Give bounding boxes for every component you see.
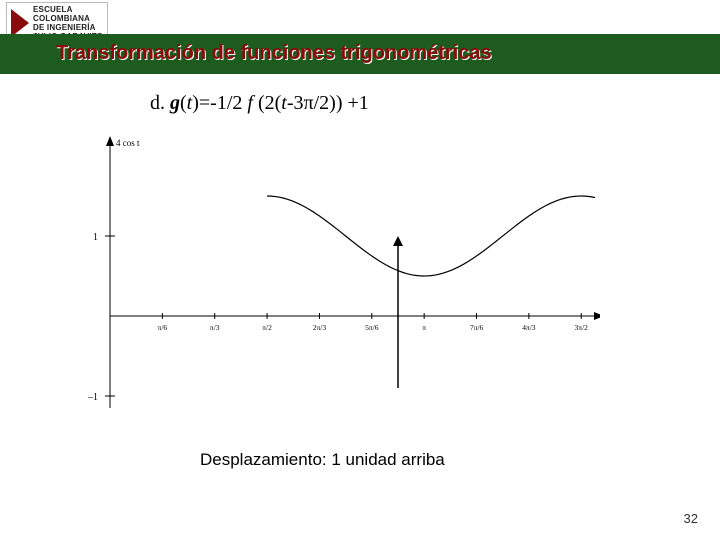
logo-mark-icon: [11, 9, 29, 37]
eq-mid: )=-1/2: [192, 92, 247, 114]
page-number: 32: [684, 511, 698, 526]
svg-text:5π/6: 5π/6: [365, 323, 379, 332]
svg-text:1: 1: [93, 232, 98, 243]
caption: Desplazamiento: 1 unidad arriba: [200, 450, 445, 470]
logo-line1: ESCUELA: [33, 5, 103, 14]
eq-f: f: [247, 92, 258, 114]
eq-g: g: [170, 92, 180, 114]
eq-rest: -3π/2)) +1: [287, 92, 369, 114]
chart-svg: 1–14 cos ttπ/6π/3π/22π/35π/6π7π/64π/33π/…: [40, 130, 600, 450]
svg-text:π/3: π/3: [210, 323, 220, 332]
svg-text:2π/3: 2π/3: [313, 323, 327, 332]
logo-line3: DE INGENIERÍA: [33, 23, 103, 32]
eq-prefix: d.: [150, 92, 170, 114]
svg-text:π/6: π/6: [158, 323, 168, 332]
svg-text:–1: –1: [87, 392, 98, 403]
page-title: Transformación de funciones trigonométri…: [56, 42, 492, 65]
chart: 1–14 cos ttπ/6π/3π/22π/35π/6π7π/64π/33π/…: [40, 130, 600, 430]
svg-text:π: π: [422, 323, 426, 332]
svg-text:π/2: π/2: [262, 323, 272, 332]
eq-open1: (: [180, 92, 187, 114]
svg-text:7π/6: 7π/6: [470, 323, 484, 332]
eq-open2: (2(: [258, 92, 281, 114]
logo-line2: COLOMBIANA: [33, 14, 103, 23]
svg-text:4 cos t: 4 cos t: [116, 138, 140, 148]
svg-text:4π/3: 4π/3: [522, 323, 536, 332]
svg-text:3π/2: 3π/2: [575, 323, 589, 332]
equation: d. g(t)=-1/2 f (2(t-3π/2)) +1: [150, 92, 369, 115]
